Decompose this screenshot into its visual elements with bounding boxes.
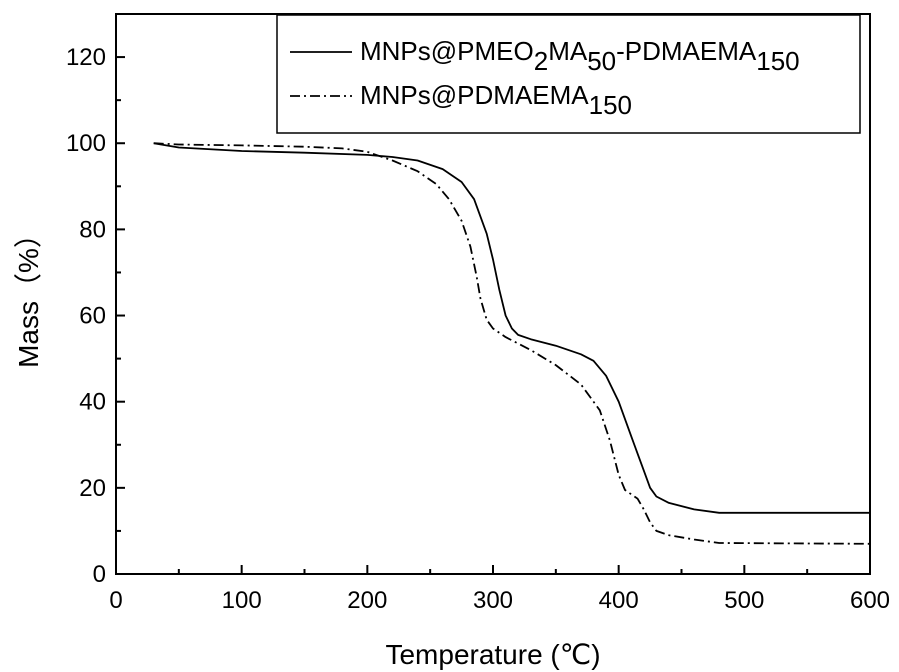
y-tick-label: 120 [66, 44, 106, 71]
x-tick-label: 200 [347, 587, 387, 614]
series-line-2 [153, 142, 871, 545]
plot-area [153, 142, 871, 545]
legend-label-1: MNPs@PMEO2MA50-PDMAEMA150 [360, 36, 800, 76]
axes: 0 100 200 300 400 500 600 0 20 40 60 80 100 120 [66, 13, 890, 614]
x-tick-label: 600 [850, 587, 890, 614]
x-axis-title: Temperature (℃) [385, 639, 600, 670]
y-tick-label: 100 [66, 130, 106, 157]
y-tick-label: 60 [79, 303, 106, 330]
y-axis-title: Mass（%） [13, 220, 44, 368]
series-line-1 [153, 142, 870, 514]
x-tick-label: 0 [109, 587, 122, 614]
y-tick-label: 20 [79, 475, 106, 502]
x-tick-label: 300 [473, 587, 513, 614]
x-tick-label: 400 [599, 587, 639, 614]
x-tick-label: 100 [222, 587, 262, 614]
x-tick-label: 500 [724, 587, 764, 614]
legend-label-2: MNPs@PDMAEMA150 [360, 80, 632, 120]
y-tick-label: 80 [79, 216, 106, 243]
y-tick-label: 0 [93, 561, 106, 588]
y-tick-label: 40 [79, 389, 106, 416]
legend-box [276, 14, 861, 134]
